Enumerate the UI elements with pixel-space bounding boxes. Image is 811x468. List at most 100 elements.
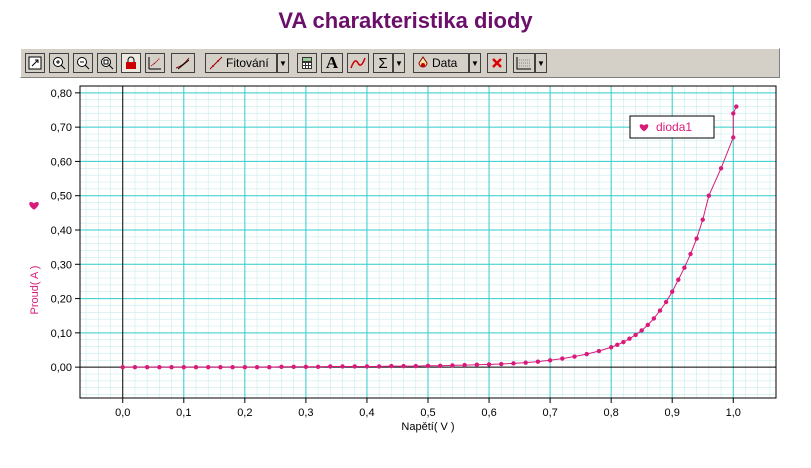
data-point	[267, 364, 272, 370]
x-tick-label: 0,6	[481, 407, 496, 419]
data-point	[718, 166, 724, 171]
chart-toolbar: Fitování ▼ A Σ ▼ Data ▼ ▼	[20, 48, 780, 78]
y-axis-series-marker	[29, 202, 39, 210]
major-grid	[80, 86, 776, 398]
data-point	[193, 364, 199, 370]
data-point	[242, 364, 248, 370]
data-point	[511, 361, 516, 366]
chart-area: 0,0 0,1 0,2 0,3 0,4 0,5 0,6 0,7 0,8 0,9 1,0 0,00 0,1…	[20, 78, 780, 458]
data-point	[688, 251, 693, 257]
y-tick-label: 0,50	[51, 191, 72, 203]
legend[interactable]: dioda1	[629, 115, 715, 139]
y-tick-label: 0,10	[51, 328, 72, 340]
delete-icon[interactable]	[487, 53, 507, 73]
legend-marker-icon	[639, 124, 649, 132]
data-point	[523, 360, 528, 365]
data-button[interactable]: Data	[413, 53, 469, 73]
x-tick-label: 0,9	[665, 407, 680, 419]
data-icon	[418, 56, 428, 68]
x-tick-label: 0,5	[420, 407, 435, 419]
va-chart: 0,0 0,1 0,2 0,3 0,4 0,5 0,6 0,7 0,8 0,9 1,0 0,00 0,1…	[20, 78, 780, 458]
data-point	[663, 299, 669, 305]
y-tick-label: 0,40	[51, 225, 72, 237]
data-point	[682, 265, 687, 270]
data-point	[438, 363, 443, 368]
x-axis-label: Napětí( V )	[401, 421, 454, 433]
data-point	[425, 363, 431, 368]
data-point	[633, 332, 638, 338]
data-point	[676, 277, 681, 282]
text-annotation-button[interactable]: A	[321, 53, 343, 73]
data-point	[291, 364, 296, 369]
data-point	[596, 348, 602, 354]
data-point	[657, 308, 663, 313]
data-point	[621, 339, 626, 345]
data-point	[218, 364, 223, 370]
calculator-icon[interactable]	[297, 53, 317, 73]
data-point	[572, 354, 577, 359]
data-point	[627, 336, 632, 341]
fit-dropdown-icon[interactable]: ▼	[277, 53, 289, 73]
data-point	[639, 328, 644, 333]
data-point	[651, 316, 657, 321]
data-point	[279, 364, 284, 369]
data-point	[181, 364, 186, 370]
data-point	[584, 351, 589, 357]
data-point	[706, 193, 712, 198]
data-point	[340, 364, 345, 369]
data-point	[328, 364, 333, 369]
statistics-dropdown-icon[interactable]: ▼	[393, 53, 405, 73]
curve-style-icon[interactable]	[347, 53, 369, 73]
legend-box	[629, 115, 715, 139]
y-axis-label: Proud( A )	[29, 266, 41, 315]
x-tick-label: 1,0	[726, 407, 741, 419]
data-point	[560, 356, 565, 361]
data-point	[401, 363, 406, 369]
y-tick-label: 0,30	[51, 259, 72, 271]
y-tick-label: 0,20	[51, 294, 72, 306]
series-layer	[120, 104, 739, 370]
zoom-out-icon[interactable]	[73, 53, 93, 73]
data-point	[694, 236, 699, 241]
lock-axes-icon[interactable]	[121, 53, 141, 73]
data-point	[462, 362, 467, 368]
x-tick-label: 0,4	[359, 407, 374, 419]
data-point	[615, 342, 620, 348]
x-tick-label: 0,7	[542, 407, 557, 419]
fit-button[interactable]: Fitování	[205, 53, 277, 73]
tangent-icon[interactable]	[171, 53, 195, 73]
graph-settings-icon[interactable]	[513, 53, 535, 73]
tick-labels: 0,0 0,1 0,2 0,3 0,4 0,5 0,6 0,7 0,8 0,9 1,0 0,00 0,1…	[51, 88, 741, 419]
data-point	[230, 364, 235, 370]
graph-settings-dropdown-icon[interactable]: ▼	[535, 53, 547, 73]
data-point	[352, 364, 357, 369]
data-point	[315, 364, 321, 369]
x-tick-label: 0,2	[237, 407, 252, 419]
grid-points-icon[interactable]	[145, 53, 165, 73]
data-dropdown-icon[interactable]: ▼	[469, 53, 481, 73]
data-point	[731, 111, 736, 116]
zoom-fit-icon[interactable]	[25, 53, 45, 73]
y-tick-label: 0,00	[51, 362, 72, 374]
x-tick-label: 0,0	[115, 407, 130, 419]
data-label: Data	[432, 56, 458, 70]
data-point	[499, 361, 504, 367]
x-tick-label: 0,8	[604, 407, 619, 419]
y-tick-label: 0,70	[51, 122, 72, 134]
statistics-button[interactable]: Σ	[373, 53, 393, 73]
data-point	[670, 289, 675, 294]
y-tick-label: 0,60	[51, 156, 72, 168]
series-marker-icon	[29, 202, 39, 210]
data-point	[254, 364, 260, 370]
legend-label: dioda1	[656, 120, 692, 134]
y-tick-label: 0,80	[51, 88, 72, 100]
data-point	[486, 362, 492, 367]
data-point	[206, 364, 211, 370]
data-point	[120, 364, 125, 370]
data-point	[547, 358, 553, 363]
zoom-box-icon[interactable]	[97, 53, 117, 73]
fit-icon	[209, 56, 223, 70]
data-point	[731, 135, 736, 140]
zoom-in-icon[interactable]	[49, 53, 69, 73]
data-point	[364, 364, 370, 369]
